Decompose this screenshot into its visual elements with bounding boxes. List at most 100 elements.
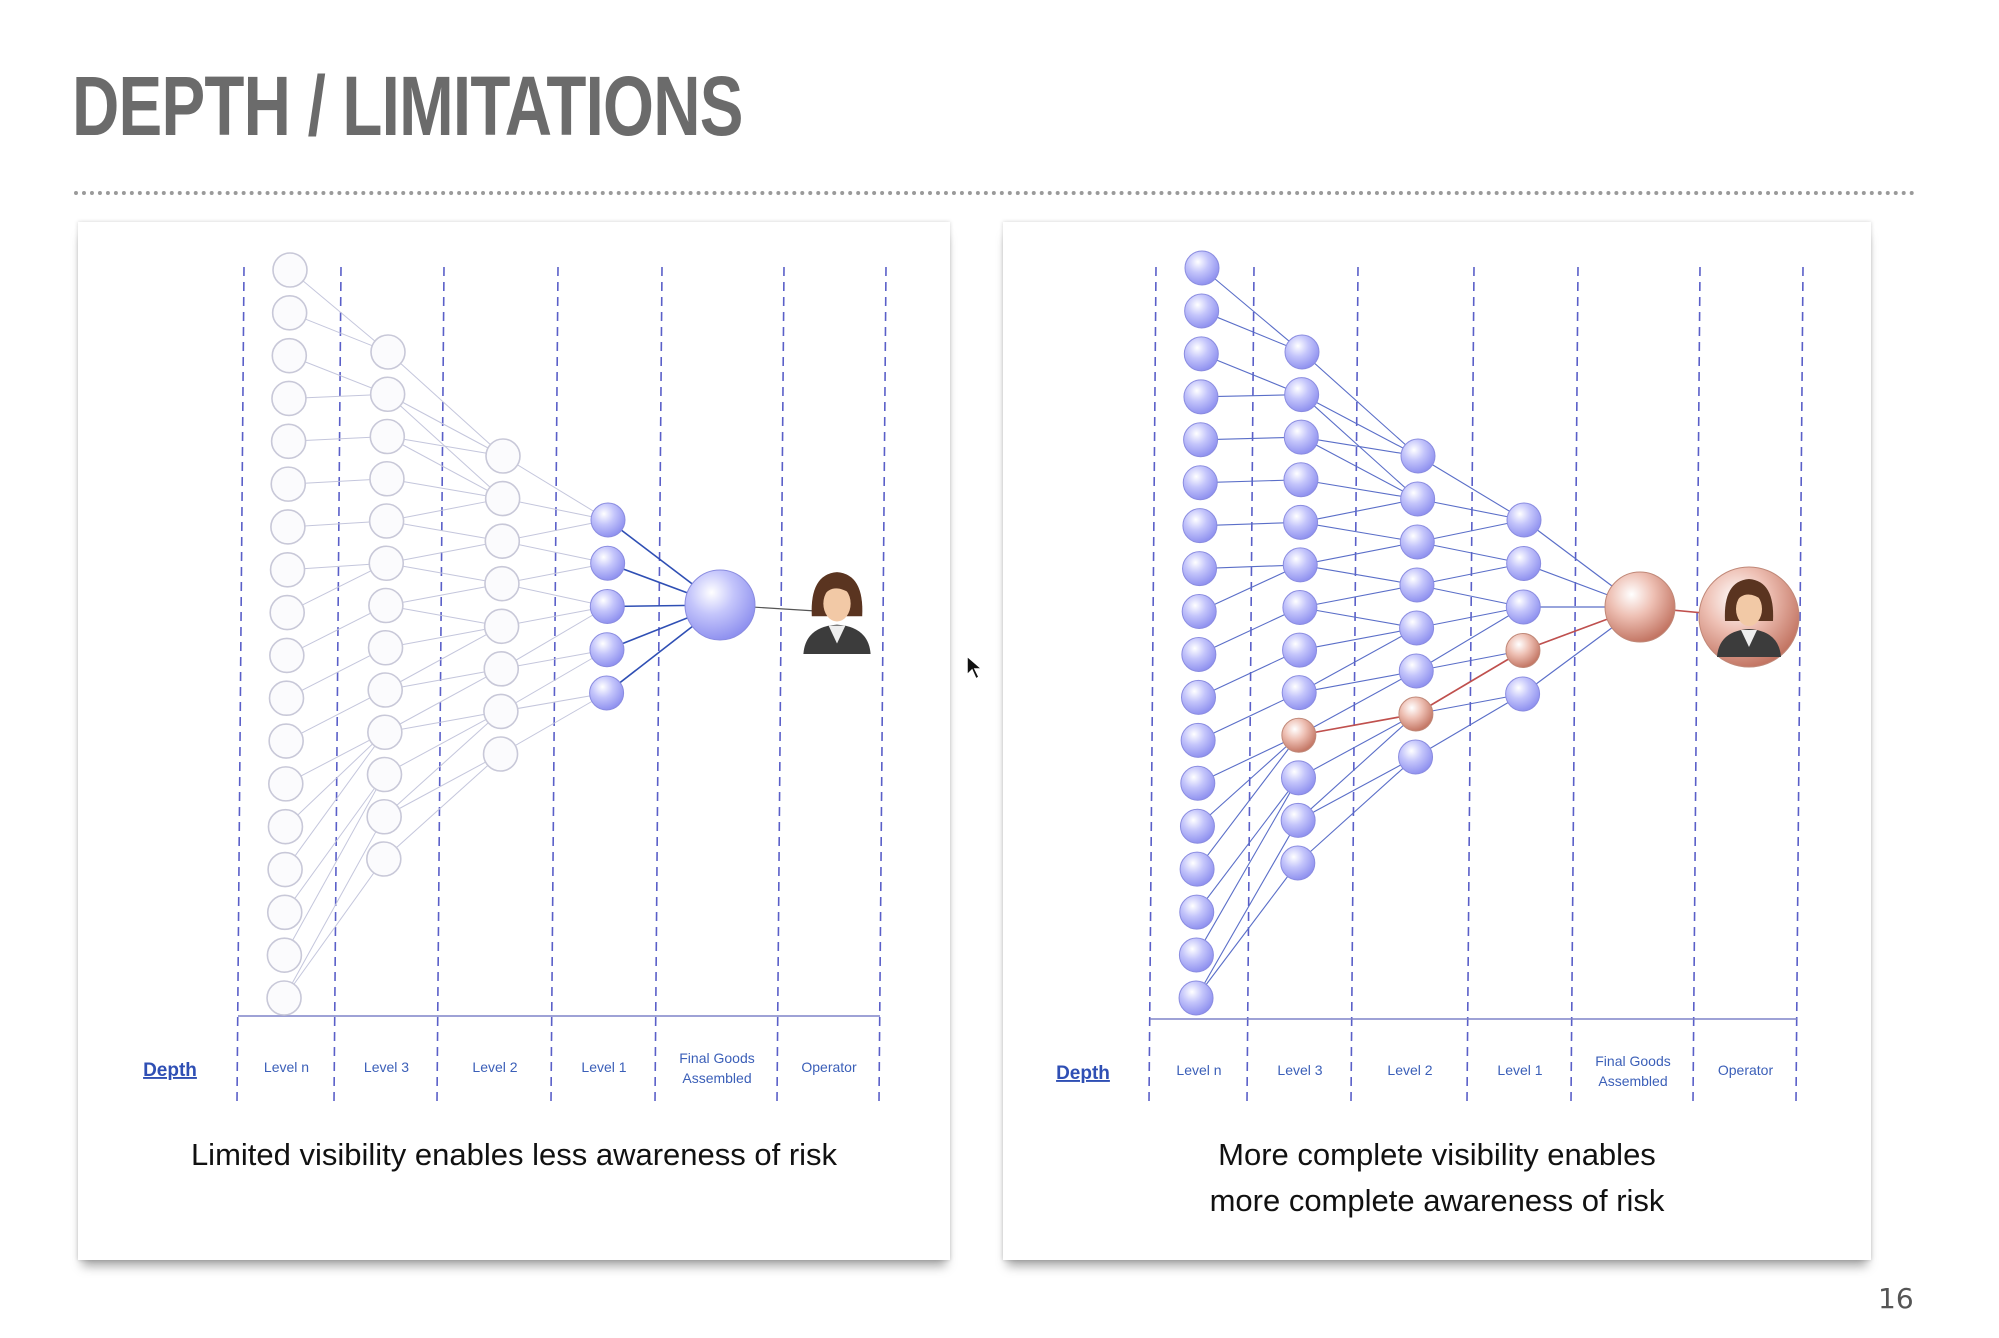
- supply-link: [1299, 606, 1417, 629]
- supply-link: [387, 393, 504, 457]
- supplier-node: [1282, 590, 1318, 625]
- supply-link: [387, 351, 504, 457]
- column-divider: [236, 266, 245, 1103]
- supplier-node: [1282, 632, 1318, 668]
- hidden-supplier-node: [483, 608, 520, 645]
- hidden-supplier-node: [368, 503, 405, 539]
- supplier-node: [684, 569, 756, 641]
- hidden-supplier-node: [367, 629, 404, 666]
- hidden-supplier-node: [267, 851, 303, 888]
- supplier-node: [590, 545, 626, 581]
- hidden-supplier-node: [271, 337, 308, 374]
- supply-link: [501, 649, 608, 670]
- supplier-node: [1399, 567, 1435, 603]
- column-divider: [878, 266, 887, 1103]
- supply-link: [386, 498, 503, 522]
- supply-link: [1197, 692, 1300, 741]
- hidden-supplier-node: [369, 418, 406, 455]
- hidden-supplier-node: [266, 980, 302, 1016]
- supplier-node: [1284, 377, 1320, 413]
- supply-link: [1298, 713, 1417, 779]
- supply-link: [1417, 498, 1525, 521]
- supply-link: [500, 692, 607, 755]
- supply-link: [501, 606, 608, 627]
- supply-link: [289, 269, 389, 353]
- column-label: Level 3: [364, 1059, 409, 1075]
- column-label-final-goods: Final Goods: [679, 1050, 754, 1066]
- supply-link: [501, 583, 608, 607]
- supplier-node: [1179, 808, 1215, 844]
- supply-link: [1297, 713, 1417, 821]
- supply-link: [1299, 627, 1417, 651]
- supplier-node: [1398, 653, 1434, 689]
- supplier-node: [590, 502, 626, 538]
- supply-link: [385, 605, 502, 627]
- supply-link: [1416, 649, 1524, 672]
- right-diagram-panel: Depth Level n Level 3 Level 2 Level 1 Final G…: [1003, 222, 1871, 1260]
- hidden-supplier-node: [269, 637, 305, 674]
- supplier-node: [1183, 336, 1219, 372]
- supply-link: [385, 625, 502, 649]
- supply-link: [1299, 670, 1417, 694]
- hidden-supplier-node: [366, 798, 402, 835]
- operator-icon: [1717, 579, 1781, 657]
- supply-link: [387, 393, 503, 499]
- supply-link: [386, 562, 503, 585]
- supply-link: [502, 498, 609, 521]
- hidden-supplier-node: [268, 723, 304, 759]
- supply-link: [286, 647, 386, 699]
- supply-link: [1300, 521, 1418, 543]
- supply-link: [283, 816, 385, 999]
- supplier-node: [1181, 594, 1217, 630]
- supply-link: [1201, 353, 1302, 396]
- supply-link: [1201, 267, 1303, 353]
- links: [283, 269, 833, 999]
- supplier-node: [1178, 937, 1214, 973]
- risk-supplier-node: [1281, 717, 1317, 753]
- supplier-node: [1400, 438, 1436, 474]
- depth-label: Depth: [143, 1060, 197, 1081]
- supply-link: [384, 710, 502, 775]
- supply-link: [500, 692, 607, 712]
- supplier-node: [1179, 851, 1215, 887]
- supplier-node: [1283, 419, 1319, 455]
- column-dividers: [236, 266, 887, 1103]
- supplier-node: [1183, 422, 1219, 458]
- supply-link: [1196, 777, 1299, 913]
- supply-link: [285, 731, 386, 828]
- hidden-supplier-node: [367, 672, 404, 708]
- supply-link: [1417, 455, 1525, 521]
- supply-link: [1301, 394, 1419, 500]
- hidden-supplier-node: [483, 651, 520, 687]
- title-divider: [74, 191, 1916, 195]
- supply-link: [283, 858, 385, 999]
- column-divider: [1570, 266, 1579, 1103]
- supplier-node: [1182, 465, 1218, 501]
- column-label-final-goods: Assembled: [1598, 1073, 1667, 1089]
- supplier-node: [589, 632, 625, 668]
- supplier-node: [1178, 980, 1214, 1016]
- supplier-node: [1505, 589, 1541, 625]
- supply-link: [384, 668, 502, 733]
- hidden-supplier-node: [270, 466, 307, 502]
- supply-link: [500, 649, 608, 712]
- hidden-supplier-node: [483, 693, 519, 730]
- supply-link: [1300, 564, 1418, 586]
- column-divider: [1350, 266, 1359, 1103]
- risk-supplier-node: [1604, 571, 1676, 643]
- supply-link: [387, 436, 503, 500]
- slide-title: DEPTH / LIMITATIONS: [72, 59, 743, 153]
- supply-link: [1298, 627, 1417, 694]
- column-divider: [776, 266, 785, 1103]
- supply-link: [383, 753, 501, 860]
- supply-link: [1415, 606, 1524, 672]
- supply-link: [500, 606, 608, 670]
- column-label-final-goods: Assembled: [682, 1070, 751, 1086]
- hidden-supplier-node: [367, 714, 403, 751]
- supply-link: [383, 753, 501, 818]
- column-divider: [1795, 266, 1804, 1103]
- supply-link: [1417, 519, 1525, 543]
- right-caption-line-1: More complete visibility enables: [1218, 1137, 1656, 1172]
- supplier-node: [1181, 636, 1217, 672]
- column-label: Operator: [1718, 1062, 1774, 1078]
